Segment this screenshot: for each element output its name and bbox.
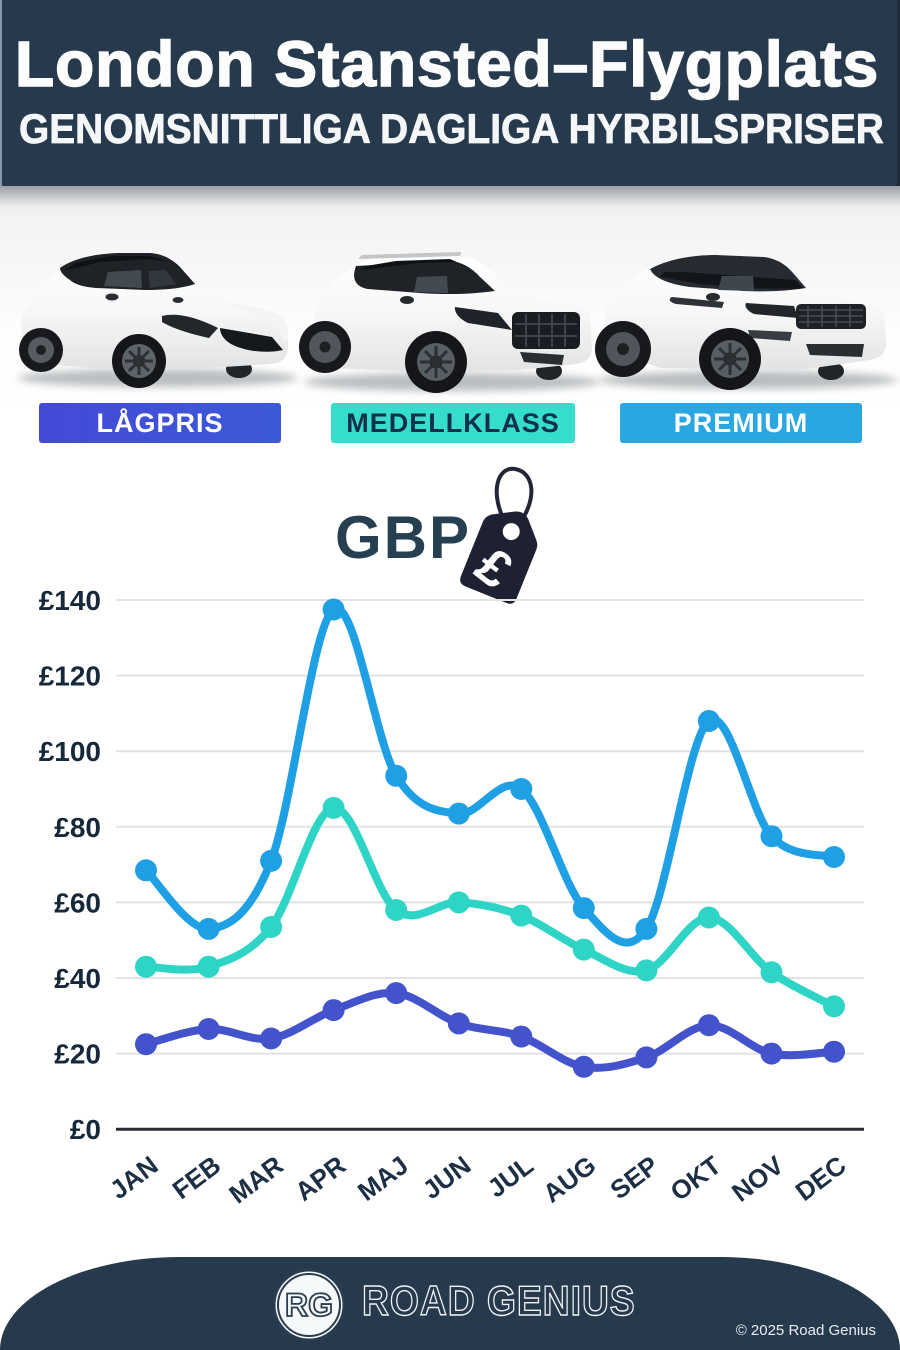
svg-text:£40: £40 bbox=[54, 963, 101, 994]
svg-text:AUG: AUG bbox=[537, 1150, 601, 1209]
svg-text:£60: £60 bbox=[54, 887, 101, 918]
svg-text:SEP: SEP bbox=[604, 1150, 664, 1205]
svg-text:£0: £0 bbox=[70, 1114, 101, 1145]
svg-text:JUN: JUN bbox=[417, 1150, 477, 1205]
svg-text:JAN: JAN bbox=[104, 1150, 164, 1205]
svg-text:£80: £80 bbox=[54, 812, 101, 843]
svg-text:£140: £140 bbox=[39, 585, 101, 616]
svg-text:NOV: NOV bbox=[726, 1149, 790, 1207]
svg-text:JUL: JUL bbox=[482, 1150, 539, 1204]
svg-text:RG: RG bbox=[285, 1287, 333, 1323]
svg-text:MAJ: MAJ bbox=[352, 1150, 414, 1207]
svg-text:OKT: OKT bbox=[665, 1150, 727, 1207]
svg-text:FEB: FEB bbox=[167, 1150, 227, 1205]
svg-text:£20: £20 bbox=[54, 1039, 101, 1070]
svg-text:MAR: MAR bbox=[223, 1150, 289, 1210]
svg-text:£100: £100 bbox=[39, 736, 101, 767]
svg-text:£120: £120 bbox=[39, 661, 101, 692]
svg-text:APR: APR bbox=[289, 1150, 351, 1207]
svg-text:DEC: DEC bbox=[790, 1150, 852, 1207]
